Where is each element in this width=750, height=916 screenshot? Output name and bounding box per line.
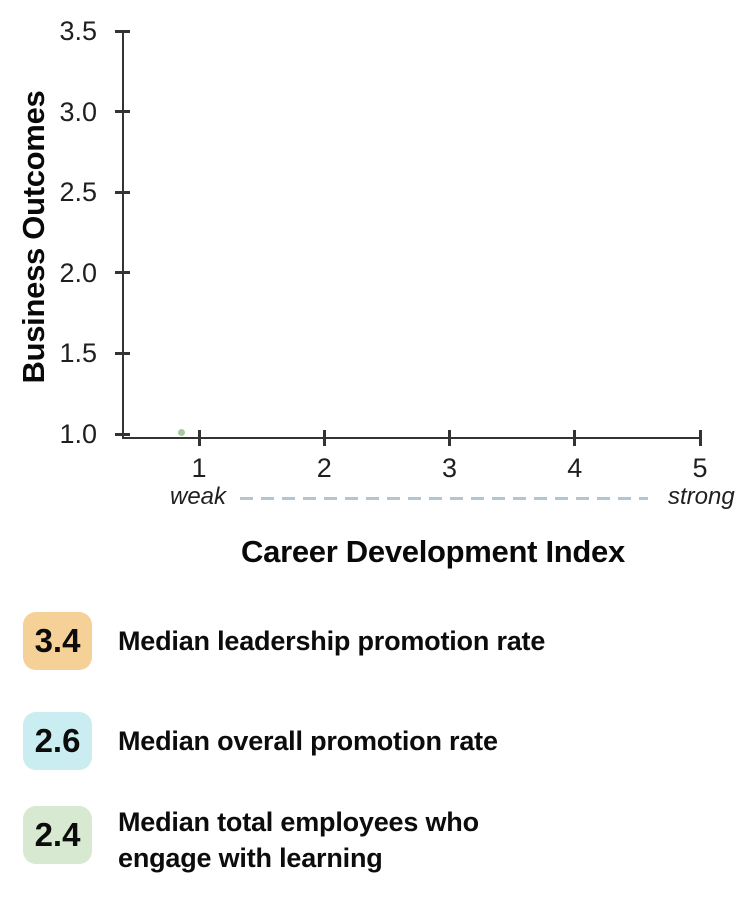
x-tick-label: 1 — [191, 453, 207, 483]
y-tick-mark — [115, 110, 130, 114]
legend-value-badge: 3.4 — [23, 612, 92, 670]
legend-item: 2.6 Median overall promotion rate — [23, 712, 723, 770]
y-tick-label: 1.5 — [59, 338, 97, 369]
y-tick-mark — [115, 271, 130, 275]
x-tick-mark — [698, 430, 702, 446]
legend-value-badge: 2.6 — [23, 712, 92, 770]
y-tick-mark — [115, 432, 130, 436]
x-tick-mark — [197, 430, 201, 446]
x-tick-label: 5 — [692, 453, 708, 483]
legend-value: 2.4 — [34, 816, 81, 853]
legend-label: Median total employees who engage with l… — [118, 804, 479, 876]
y-tick-label: 1.0 — [59, 419, 97, 449]
legend-value: 2.6 — [34, 722, 81, 759]
legend-label-line: Median leadership promotion rate — [118, 626, 546, 656]
y-tick-label: 2.5 — [59, 177, 97, 208]
x-annotation-weak: weak — [170, 483, 227, 510]
legend-label-line: Median overall promotion rate — [118, 726, 498, 756]
legend-item: 2.4 Median total employees who engage wi… — [23, 806, 723, 873]
y-tick-mark — [115, 190, 130, 194]
x-axis-line — [122, 437, 702, 439]
legend-label: Median overall promotion rate — [118, 723, 498, 759]
x-tick-label: 4 — [567, 453, 583, 483]
data-point — [177, 428, 185, 436]
legend-label: Median leadership promotion rate — [118, 623, 545, 659]
weak-strong-dashed-line — [240, 497, 648, 500]
x-tick-mark — [573, 430, 577, 446]
plot-area: Business Outcomes Career Development Ind… — [16, 16, 735, 569]
y-tick-label: 2.0 — [59, 257, 97, 288]
y-tick-mark — [115, 29, 130, 33]
y-tick-label: 3.0 — [59, 96, 97, 127]
y-axis-line — [122, 30, 124, 439]
x-tick-mark — [322, 430, 326, 446]
x-axis-title: Career Development Index — [241, 534, 625, 569]
x-annotation-strong: strong — [668, 483, 735, 510]
legend-label-line: Median total employees who — [118, 807, 479, 837]
x-tick-label: 3 — [441, 453, 458, 483]
x-tick-label: 2 — [316, 453, 332, 483]
legend-value: 3.4 — [34, 622, 81, 659]
legend-value-badge: 2.4 — [23, 806, 92, 864]
y-tick-label: 3.5 — [59, 16, 97, 46]
legend-label-line: engage with learning — [118, 843, 383, 873]
y-tick-mark — [115, 351, 130, 355]
x-tick-mark — [448, 430, 451, 446]
legend-item: 3.4 Median leadership promotion rate — [23, 612, 723, 670]
